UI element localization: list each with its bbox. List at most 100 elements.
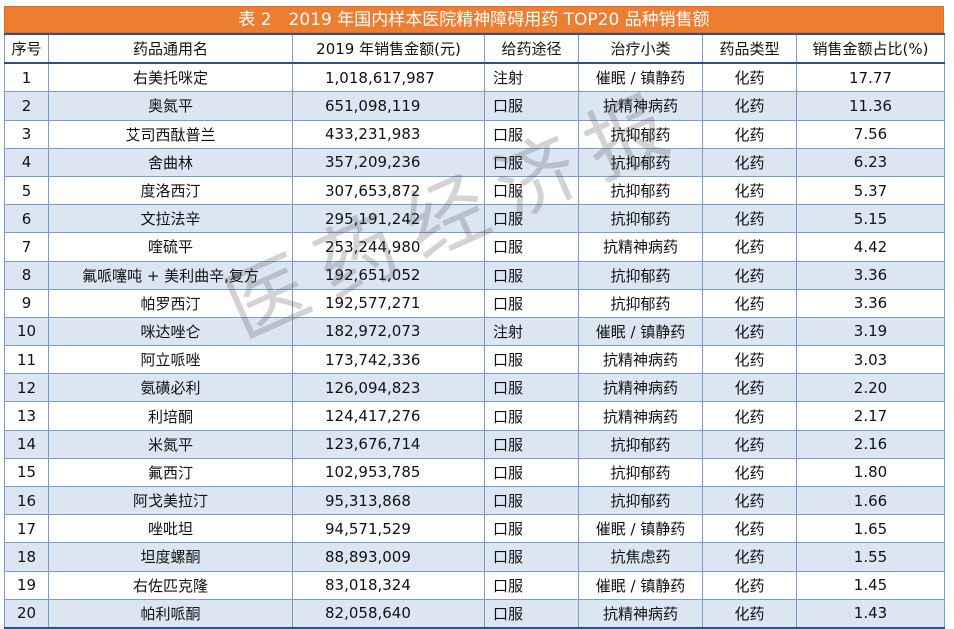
cell-sales: 123,676,714	[292, 429, 485, 459]
table-row: 8 氟哌噻吨 + 美利曲辛,复方 192,651,052 口服 抗抑郁药 化药 3.36	[4, 260, 945, 290]
cell-route: 口服	[484, 288, 579, 318]
cell-pct: 1.45	[796, 570, 945, 600]
cell-no: 10	[4, 316, 49, 347]
cell-pct: 17.77	[796, 62, 945, 93]
sales-table: 序号 药品通用名 2019 年销售金额(元) 给药途径 治疗小类 药品类型 销售…	[4, 32, 945, 629]
header-no: 序号	[4, 32, 49, 65]
cell-no: 2	[4, 91, 49, 121]
cell-name: 氟哌噻吨 + 美利曲辛,复方	[48, 260, 293, 290]
cell-name: 阿立哌唑	[48, 345, 293, 375]
cell-route: 口服	[484, 401, 579, 431]
cell-class: 抗抑郁药	[578, 457, 703, 488]
cell-route: 口服	[484, 514, 579, 544]
cell-class: 催眠 / 镇静药	[578, 570, 703, 600]
cell-type: 化药	[702, 175, 797, 206]
cell-no: 8	[4, 260, 49, 290]
cell-route: 口服	[484, 91, 579, 121]
header-route: 给药途径	[484, 32, 579, 65]
cell-pct: 3.36	[796, 288, 945, 318]
cell-class: 抗抑郁药	[578, 485, 703, 516]
header-name: 药品通用名	[48, 32, 293, 65]
cell-route: 注射	[484, 316, 579, 347]
cell-type: 化药	[702, 373, 797, 403]
cell-pct: 3.19	[796, 316, 945, 347]
cell-route: 口服	[484, 147, 579, 177]
cell-pct: 1.80	[796, 457, 945, 488]
cell-pct: 2.20	[796, 373, 945, 403]
table-row: 3 艾司西酞普兰 433,231,983 口服 抗抑郁药 化药 7.56	[4, 119, 945, 149]
cell-route: 口服	[484, 119, 579, 149]
cell-name: 帕罗西汀	[48, 288, 293, 318]
cell-pct: 1.55	[796, 542, 945, 572]
cell-route: 注射	[484, 62, 579, 93]
cell-sales: 192,651,052	[292, 260, 485, 290]
table-row: 6 文拉法辛 295,191,242 口服 抗抑郁药 化药 5.15	[4, 204, 945, 234]
header-row: 序号 药品通用名 2019 年销售金额(元) 给药途径 治疗小类 药品类型 销售…	[4, 32, 945, 65]
cell-name: 坦度螺酮	[48, 542, 293, 572]
cell-pct: 1.66	[796, 485, 945, 516]
cell-no: 7	[4, 232, 49, 262]
cell-type: 化药	[702, 429, 797, 459]
cell-sales: 182,972,073	[292, 316, 485, 347]
cell-route: 口服	[484, 542, 579, 572]
cell-type: 化药	[702, 232, 797, 262]
cell-no: 17	[4, 514, 49, 544]
cell-pct: 4.42	[796, 232, 945, 262]
cell-no: 5	[4, 175, 49, 206]
cell-class: 抗焦虑药	[578, 542, 703, 572]
cell-name: 右佐匹克隆	[48, 570, 293, 600]
cell-no: 14	[4, 429, 49, 459]
cell-class: 抗精神病药	[578, 232, 703, 262]
cell-name: 度洛西汀	[48, 175, 293, 206]
cell-class: 抗抑郁药	[578, 119, 703, 149]
cell-type: 化药	[702, 260, 797, 290]
cell-no: 16	[4, 485, 49, 516]
cell-name: 艾司西酞普兰	[48, 119, 293, 149]
cell-route: 口服	[484, 204, 579, 234]
cell-type: 化药	[702, 119, 797, 149]
cell-route: 口服	[484, 485, 579, 516]
cell-route: 口服	[484, 570, 579, 600]
cell-pct: 3.36	[796, 260, 945, 290]
cell-no: 18	[4, 542, 49, 572]
cell-class: 催眠 / 镇静药	[578, 514, 703, 544]
cell-class: 抗抑郁药	[578, 429, 703, 459]
cell-sales: 173,742,336	[292, 345, 485, 375]
cell-sales: 102,953,785	[292, 457, 485, 488]
cell-pct: 6.23	[796, 147, 945, 177]
cell-name: 米氮平	[48, 429, 293, 459]
cell-type: 化药	[702, 91, 797, 121]
cell-route: 口服	[484, 232, 579, 262]
cell-sales: 1,018,617,987	[292, 62, 485, 93]
cell-type: 化药	[702, 62, 797, 93]
cell-sales: 94,571,529	[292, 514, 485, 544]
cell-type: 化药	[702, 345, 797, 375]
cell-name: 奥氮平	[48, 91, 293, 121]
cell-sales: 651,098,119	[292, 91, 485, 121]
cell-name: 利培酮	[48, 401, 293, 431]
cell-route: 口服	[484, 373, 579, 403]
table-row: 16 阿戈美拉汀 95,313,868 口服 抗抑郁药 化药 1.66	[4, 485, 945, 516]
cell-sales: 126,094,823	[292, 373, 485, 403]
header-class: 治疗小类	[578, 32, 703, 65]
cell-class: 抗精神病药	[578, 373, 703, 403]
cell-sales: 83,018,324	[292, 570, 485, 600]
cell-sales: 253,244,980	[292, 232, 485, 262]
cell-name: 咪达唑仑	[48, 316, 293, 347]
cell-class: 抗精神病药	[578, 401, 703, 431]
cell-sales: 124,417,276	[292, 401, 485, 431]
cell-sales: 433,231,983	[292, 119, 485, 149]
cell-sales: 357,209,236	[292, 147, 485, 177]
table-row: 9 帕罗西汀 192,577,271 口服 抗抑郁药 化药 3.36	[4, 288, 945, 318]
cell-route: 口服	[484, 457, 579, 488]
cell-pct: 1.65	[796, 514, 945, 544]
cell-name: 氟西汀	[48, 457, 293, 488]
table-row: 10 咪达唑仑 182,972,073 注射 催眠 / 镇静药 化药 3.19	[4, 316, 945, 347]
cell-sales: 295,191,242	[292, 204, 485, 234]
cell-no: 19	[4, 570, 49, 600]
cell-type: 化药	[702, 457, 797, 488]
cell-name: 喹硫平	[48, 232, 293, 262]
cell-type: 化药	[702, 542, 797, 572]
cell-pct: 7.56	[796, 119, 945, 149]
cell-class: 催眠 / 镇静药	[578, 62, 703, 93]
